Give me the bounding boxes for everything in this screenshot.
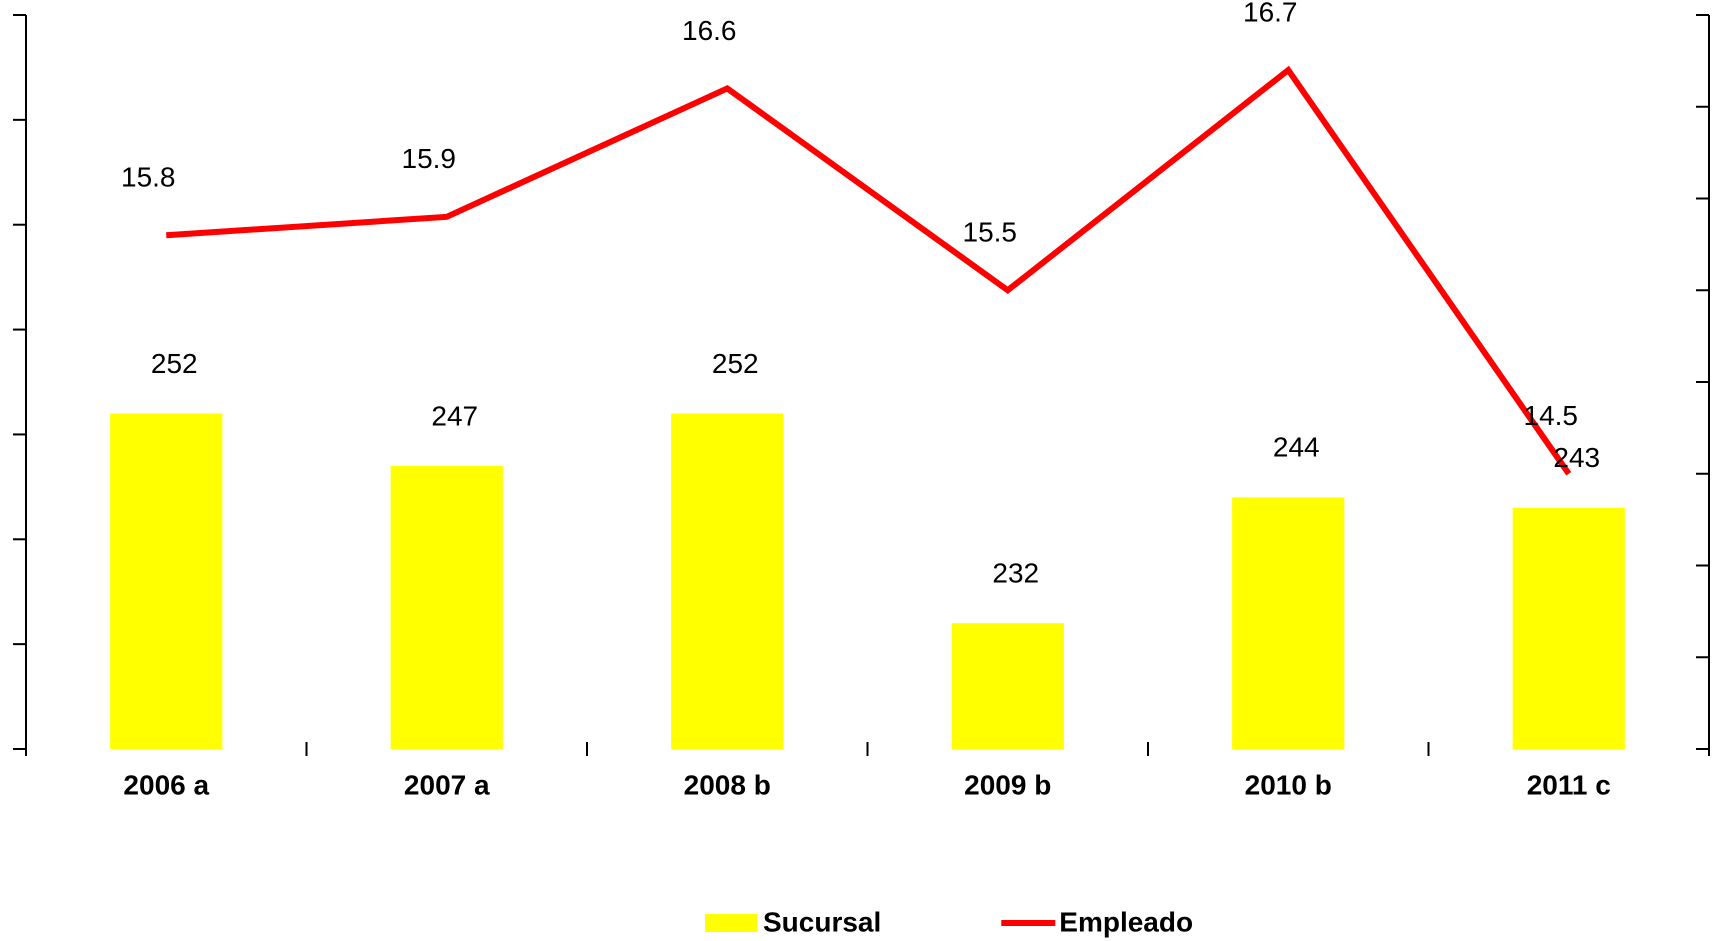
bar bbox=[390, 465, 503, 749]
data-label: 247 bbox=[431, 400, 478, 431]
data-label: 232 bbox=[992, 558, 1039, 589]
bar bbox=[671, 413, 784, 749]
x-tick-label: 2006 a bbox=[123, 769, 209, 800]
x-tick-label: 2009 b bbox=[964, 769, 1051, 800]
bar bbox=[951, 623, 1064, 749]
data-label: 243 bbox=[1553, 442, 1600, 473]
x-tick-label: 2008 b bbox=[684, 769, 771, 800]
data-label: 15.8 bbox=[121, 162, 176, 193]
x-tick-label: 2007 a bbox=[404, 769, 490, 800]
data-label: 252 bbox=[712, 348, 759, 379]
legend-swatch bbox=[705, 914, 757, 932]
data-label: 16.7 bbox=[1243, 0, 1298, 27]
legend-label: Sucursal bbox=[763, 906, 881, 937]
bar bbox=[1512, 507, 1625, 749]
data-label: 15.5 bbox=[963, 217, 1018, 248]
bar bbox=[110, 413, 223, 749]
bar bbox=[1232, 497, 1345, 749]
data-label: 16.6 bbox=[682, 15, 737, 46]
x-tick-label: 2010 b bbox=[1245, 769, 1332, 800]
line bbox=[166, 65, 1572, 476]
legend-label: Empleado bbox=[1059, 906, 1193, 937]
data-label: 244 bbox=[1273, 432, 1320, 463]
x-tick-label: 2011 c bbox=[1527, 769, 1611, 800]
data-label: 14.5 bbox=[1524, 400, 1579, 431]
data-label: 252 bbox=[151, 348, 198, 379]
data-label: 15.9 bbox=[402, 143, 457, 174]
